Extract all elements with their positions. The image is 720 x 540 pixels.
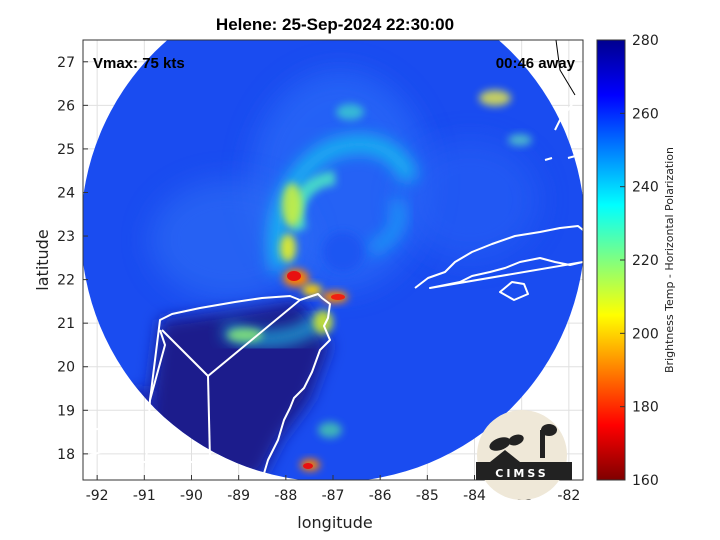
y-tick-label: 20 <box>57 360 75 376</box>
x-tick-label: -82 <box>557 488 580 504</box>
coastlines <box>85 40 583 480</box>
time-away-annotation: 00:46 away <box>496 55 576 72</box>
colorbar-label: Brightness Temp - Horizontal Polarizatio… <box>663 147 676 373</box>
y-tick-label: 19 <box>57 403 75 419</box>
y-axis-label: latitude <box>33 229 52 290</box>
y-tick-label: 26 <box>57 98 75 114</box>
colorbar-tick-label: 280 <box>632 33 659 49</box>
x-axis-label: longitude <box>297 513 372 532</box>
colorbar-tick-label: 160 <box>632 473 659 489</box>
x-tick-label: -85 <box>416 488 439 504</box>
y-tick-label: 21 <box>57 316 75 332</box>
cimss-logo: CIMSS <box>476 410 572 500</box>
colorbar-ticks: 160 180 200 220 240 260 280 <box>620 33 659 489</box>
brightness-temp-swath <box>83 40 583 480</box>
chart-title: Helene: 25-Sep-2024 22:30:00 <box>216 15 454 34</box>
x-tick-label: -87 <box>322 488 345 504</box>
svg-text:CIMSS: CIMSS <box>495 467 548 480</box>
y-tick-label: 18 <box>57 447 75 463</box>
y-tick-label: 25 <box>57 142 75 158</box>
x-tick-label: -89 <box>227 488 250 504</box>
x-tick-label: -86 <box>369 488 392 504</box>
x-tick-label: -84 <box>463 488 486 504</box>
vmax-annotation: Vmax: 75 kts <box>93 55 185 72</box>
y-tick-label: 22 <box>57 273 75 289</box>
y-tick-label: 23 <box>57 229 75 245</box>
colorbar-tick-label: 220 <box>632 253 659 269</box>
colorbar-tick-label: 260 <box>632 106 659 122</box>
x-tick-label: -91 <box>133 488 156 504</box>
y-tick-label: 27 <box>57 55 75 71</box>
x-tick-label: -88 <box>274 488 297 504</box>
x-tick-label: -92 <box>86 488 109 504</box>
y-tick-label: 24 <box>57 185 75 201</box>
x-tick-label: -90 <box>180 488 203 504</box>
colorbar-tick-label: 200 <box>632 326 659 342</box>
y-axis-ticks: 18 19 20 21 22 23 24 25 26 27 <box>57 55 88 463</box>
colorbar-tick-label: 240 <box>632 180 659 196</box>
colorbar-tick-label: 180 <box>632 400 659 416</box>
